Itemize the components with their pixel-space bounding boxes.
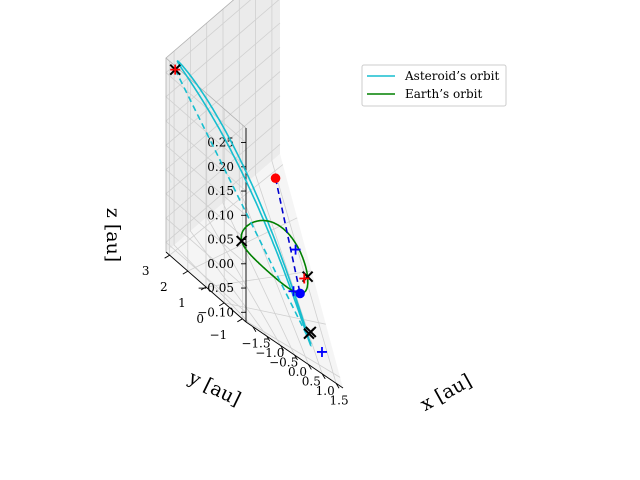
x-tick-mark <box>266 335 271 342</box>
y-tick-mark <box>237 318 243 323</box>
grid-line-x <box>255 0 323 375</box>
x-marker <box>305 326 317 338</box>
grid-line-x <box>206 23 281 346</box>
x-tick-label: 0.5 <box>302 374 321 388</box>
grid-line-x <box>222 9 295 356</box>
y-tick-label: 0 <box>196 312 204 326</box>
y-tick-label: 1 <box>178 296 186 310</box>
plot-area <box>169 60 327 357</box>
z-tick-label: 0.20 <box>207 160 234 174</box>
x-tick-mark <box>335 383 340 389</box>
legend-frame <box>361 64 507 107</box>
x-axis-label: x [au] <box>417 370 476 416</box>
y-tick-mark <box>164 254 170 259</box>
x-tick-label: 1.0 <box>316 384 335 398</box>
x-tick-mark <box>307 364 312 370</box>
legend-label-earth: Earth’s orbit <box>405 87 482 101</box>
z-axis-label: z [au] <box>102 208 124 262</box>
z-tick-label: 0.25 <box>207 136 234 150</box>
legend-label-asteroid: Asteroid’s orbit <box>404 69 499 83</box>
x-tick-label: 1.5 <box>330 393 349 407</box>
x-tick-label: 0.0 <box>288 365 307 379</box>
x-tick-label: −1.5 <box>241 337 270 351</box>
z-tick-label: 0.00 <box>207 257 234 271</box>
z-tick-label: 0.15 <box>207 184 234 198</box>
y-tick-label: −1 <box>210 328 228 342</box>
z-tick-label: −0.10 <box>197 305 234 319</box>
x-tick-mark <box>252 326 257 332</box>
x-marker <box>235 235 248 247</box>
y-tick-mark <box>200 286 207 291</box>
x-tick-label: −0.5 <box>269 356 298 370</box>
grid-line-x <box>238 0 309 365</box>
plus-marker <box>170 64 181 75</box>
grid-line-x <box>173 51 254 327</box>
y-tick-label: 2 <box>160 280 168 294</box>
asteroid-orbit-line <box>176 60 312 348</box>
y-axis-label: y [au] <box>184 366 244 410</box>
x-tick-label: −1.0 <box>255 346 284 360</box>
dot-marker <box>295 288 305 299</box>
x-tick-mark <box>280 345 285 351</box>
plus-marker <box>290 244 301 255</box>
z-tick-label: −0.05 <box>197 281 234 295</box>
legend: Asteroid’s orbit Earth’s orbit <box>361 64 507 107</box>
dot-marker <box>270 173 281 184</box>
plus-marker <box>316 346 327 357</box>
y-tick-mark <box>218 302 225 307</box>
grid-line-x <box>271 0 337 384</box>
pane-floor <box>166 154 343 388</box>
dashed-line <box>174 69 313 347</box>
y-tick-mark <box>182 270 189 275</box>
plus-marker <box>299 273 310 284</box>
z-tick-label: 0.10 <box>207 208 234 222</box>
x-tick-mark <box>321 373 326 380</box>
z-tick-label: 0.05 <box>207 233 234 247</box>
x-tick-mark <box>294 354 298 361</box>
y-tick-label: 3 <box>142 264 150 278</box>
